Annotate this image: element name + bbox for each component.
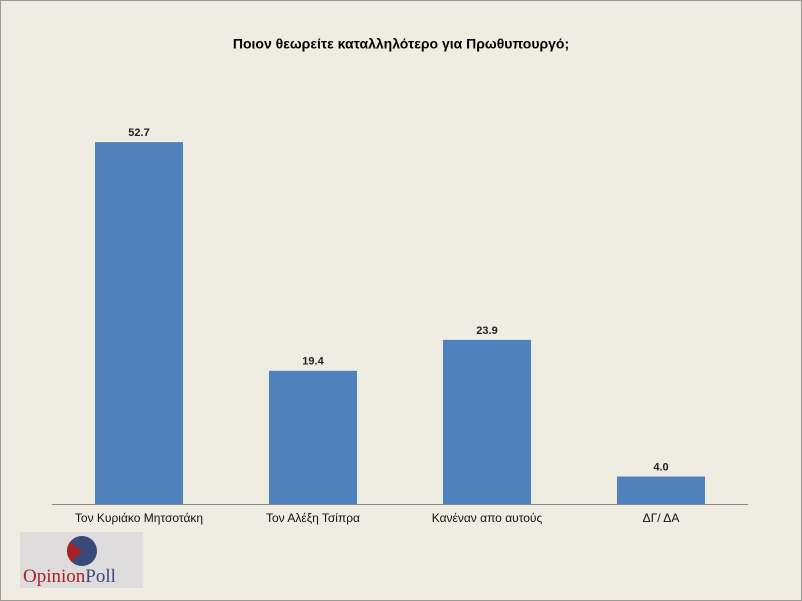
value-label: 4.0 <box>653 461 668 473</box>
logo-slice <box>67 542 82 562</box>
logo: OpinionPoll <box>20 532 143 588</box>
bar <box>443 339 531 504</box>
chart-title: Ποιον θεωρείτε καταλληλότερο για Πρωθυπο… <box>233 36 569 52</box>
x-tick-label: Τον Αλέξη Τσίπρα <box>266 511 360 525</box>
logo-first: Opinion <box>23 566 86 587</box>
value-label: 23.9 <box>476 325 497 337</box>
value-label: 52.7 <box>128 127 149 139</box>
x-tick-label: ΔΓ/ ΔΑ <box>643 511 680 525</box>
x-tick-label: Κανέναν απο αυτούς <box>432 511 543 525</box>
bar <box>617 476 705 504</box>
value-label: 19.4 <box>302 356 324 368</box>
bar <box>95 142 183 505</box>
logo-text: OpinionPoll <box>23 566 116 587</box>
bar <box>269 370 357 504</box>
x-tick-label: Τον Κυριάκο Μητσοτάκη <box>75 511 203 525</box>
logo-second: Poll <box>85 566 116 587</box>
